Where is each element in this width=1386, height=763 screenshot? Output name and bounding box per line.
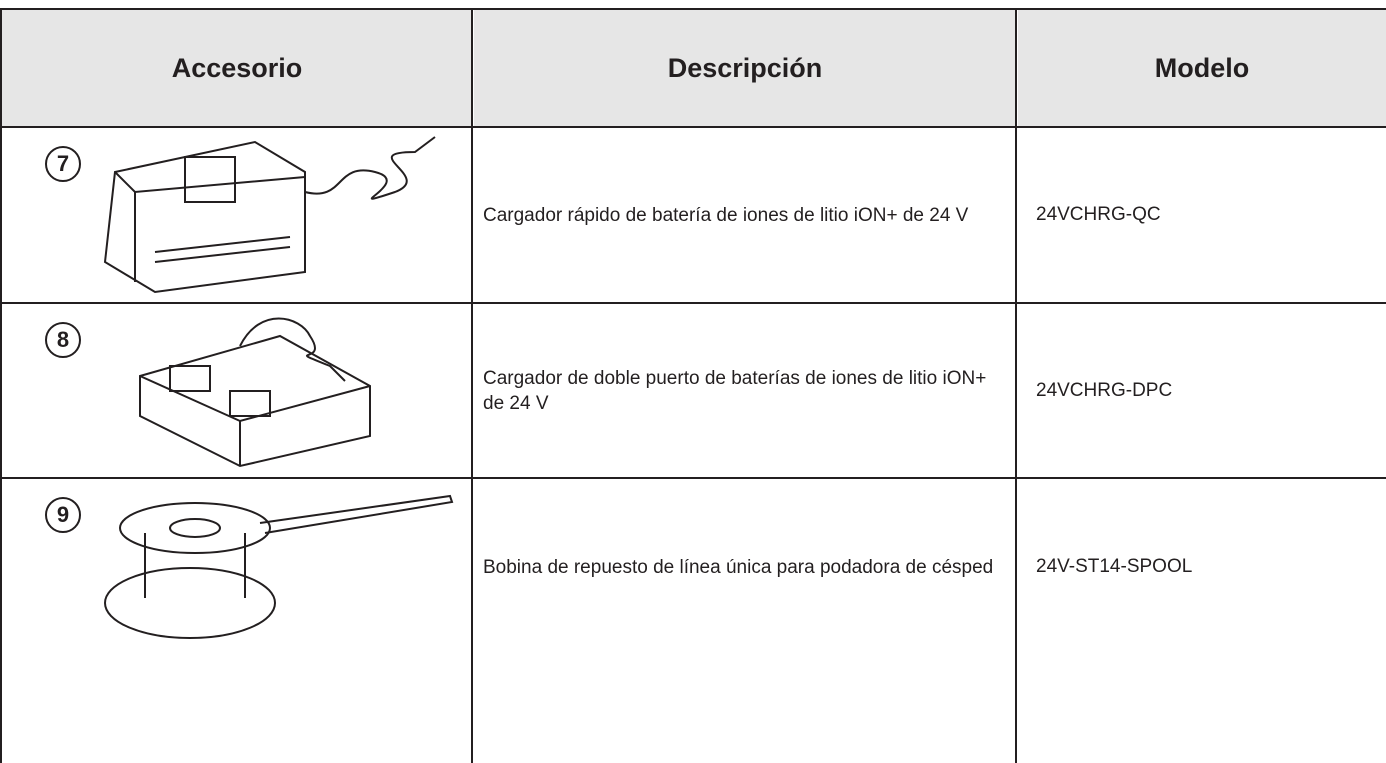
- item-number: 8: [45, 322, 81, 358]
- row-border: [0, 302, 1386, 304]
- header-cell: Modelo: [1018, 10, 1386, 127]
- spool-illustration: [104, 494, 454, 639]
- item-number: 7: [45, 146, 81, 182]
- item-description: Bobina de repuesto de línea única para p…: [483, 556, 994, 578]
- item-model: 24VCHRG-DPC: [1036, 379, 1173, 401]
- charger-illustration: [103, 136, 436, 294]
- header-cell: Accesorio: [2, 10, 472, 127]
- header-cell: Descripción: [474, 10, 1016, 127]
- column-border: [1015, 8, 1017, 763]
- column-border: [471, 8, 473, 763]
- column-border: [0, 8, 2, 763]
- row-border: [0, 477, 1386, 479]
- item-description: Cargador rápido de batería de iones de l…: [483, 204, 969, 226]
- table-border: [0, 8, 1386, 10]
- item-model: 24VCHRG-QC: [1036, 204, 1161, 225]
- item-number: 9: [45, 497, 81, 533]
- item-model: 24V-ST14-SPOOL: [1036, 556, 1193, 577]
- dual-charger-illustration: [139, 317, 371, 468]
- item-description: Cargador de doble puerto de baterías de …: [483, 367, 987, 414]
- row-border: [0, 126, 1386, 128]
